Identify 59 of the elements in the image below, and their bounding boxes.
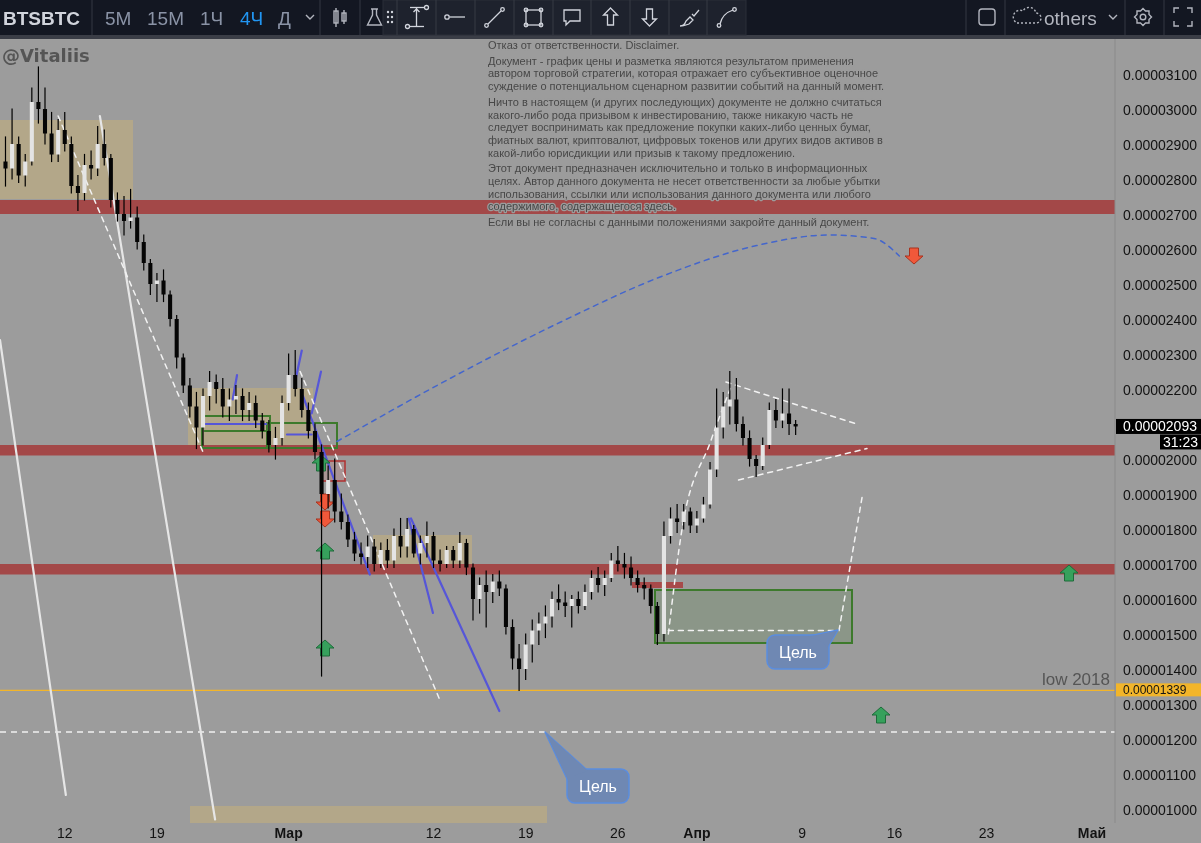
annotation: Документ - график цены и разметка являются результатом применения [488,54,854,67]
y-tick-label: 0.00002300 [1123,346,1198,363]
y-tick-label: 0.00002600 [1123,241,1198,258]
x-tick-label: Мар [274,825,303,841]
text: 15M [147,8,184,29]
annotation: следует воспринимать как предложение покупки каких-либо ценных бумаг, [488,121,871,134]
annotation: содержимого, содержащегося здесь. [488,200,677,213]
x-tick-label: 9 [798,825,807,841]
x-tick-label: Май [1077,825,1107,841]
annotation: автором торговой стратегии, которая отражает его субъективное оценочное [488,67,879,80]
text: 1Ч [200,8,224,29]
annotation: целях. Автор данного документа не несет ответственности за любые убытки [488,175,881,187]
y-tick-label: 0.00002000 [1123,451,1198,468]
annotation: какого-либо рода призывом к инвестированию, также никакую часть не [488,108,854,121]
x-tick-label: 16 [886,825,903,841]
x-tick-label: 19 [149,825,165,841]
annotation: какой-либо юрисдикции или призыв к такому предложению. [488,146,796,159]
y-tick-label: 0.00002500 [1123,276,1198,293]
annotation: Отказ от ответственности. Disclaimer. [488,39,680,51]
annotation: использования, ссылки или использования данного документа или любого [488,187,871,200]
y-tick-label: 0.00001400 [1123,661,1198,678]
text: 4Ч [240,8,264,29]
y-tick-label: 0.00001700 [1123,556,1198,573]
y-tick-label: 0.00002700 [1123,206,1198,223]
annotation: Если вы не согласны с данными положениями закройте данный документ. [488,216,870,229]
y-tick-label: 0.00003100 [1123,66,1198,83]
annotation: Ничто в настоящем (и других последующих) документе не должно считаться [488,95,882,108]
text: Д [278,8,291,29]
y-tick-label: 0.00001200 [1123,731,1198,748]
x-tick-label: 12 [56,825,73,841]
y-tick-label: 0.00002400 [1123,311,1198,328]
annotation: Цель [779,643,817,661]
y-tick-label: 0.00003000 [1123,101,1198,118]
y-tick-label: 0.00001900 [1123,486,1198,503]
y-tick-label: 0.00002200 [1123,381,1198,398]
annotation: Цель [579,777,617,795]
x-tick-label: 26 [610,825,626,841]
annotation: Этот документ предназначен исключительно и только в информационных [488,162,868,175]
chart-title: BTSBTC [3,8,81,29]
y-tick-label: 0.00002800 [1123,171,1198,188]
x-tick-label: Апр [683,825,711,841]
text: others [1044,8,1097,29]
y-tick-label: 0.00001800 [1123,521,1198,538]
annotation: фиатных валют, криптовалют, цифровых токенов или других видов активов в [488,133,884,146]
annotation: @Vitaliis [2,45,90,66]
text: 5M [105,8,132,29]
y-tick-label: 0.00001100 [1123,766,1197,783]
y-tick-label: 0.00002900 [1123,136,1198,153]
x-tick-label: 23 [978,825,995,841]
annotation: суждение о потенциальном сценарном развитии событий на данный момент. [488,80,885,93]
x-tick-label: 12 [425,825,442,841]
ref-line-label: low 2018 [1041,670,1110,690]
x-tick-label: 19 [517,825,534,841]
y-tick-label: 0.00001500 [1123,626,1198,643]
text: 0.00002093 [1123,418,1198,435]
y-tick-label: 0.00001300 [1123,696,1198,713]
text: 0.00001339 [1123,682,1187,697]
y-tick-label: 0.00001600 [1123,591,1198,608]
y-tick-label: 0.00001000 [1123,801,1198,818]
